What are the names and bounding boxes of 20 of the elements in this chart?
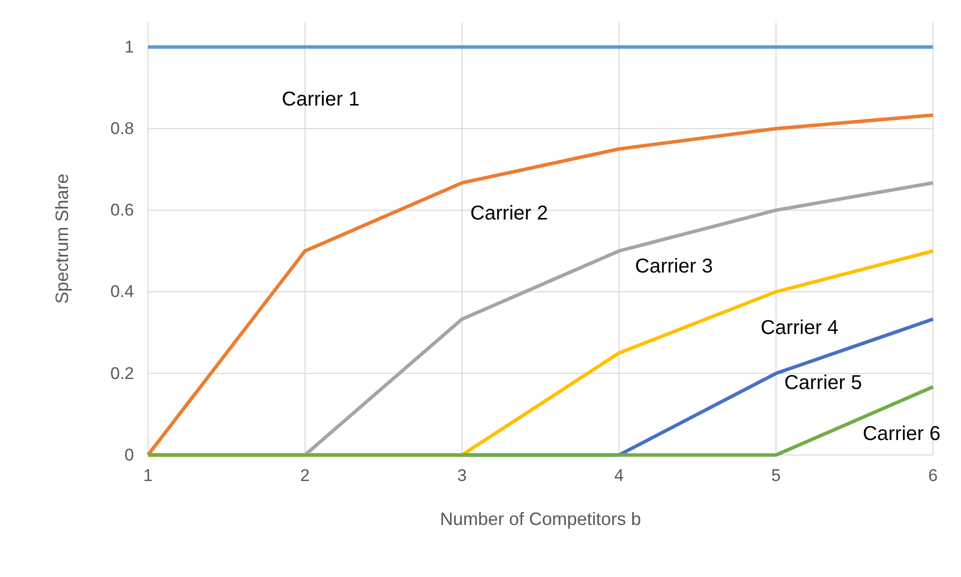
series-label: Carrier 2 bbox=[470, 202, 548, 225]
y-tick-label: 0.2 bbox=[110, 364, 134, 383]
y-tick-label: 1 bbox=[124, 37, 134, 56]
x-axis-title: Number of Competitors b bbox=[440, 509, 642, 529]
x-tick-label: 3 bbox=[457, 466, 467, 486]
y-tick-label: 0.8 bbox=[110, 119, 134, 138]
series-label: Carrier 6 bbox=[862, 422, 940, 445]
y-tick-label: 0.6 bbox=[110, 200, 134, 220]
series-label: Carrier 5 bbox=[784, 372, 862, 394]
series-label: Carrier 3 bbox=[635, 256, 713, 278]
x-tick-label: 4 bbox=[614, 466, 624, 486]
y-tick-label: 0.4 bbox=[110, 282, 134, 302]
y-tick-label: 0 bbox=[124, 445, 134, 464]
x-tick-label: 6 bbox=[928, 466, 938, 486]
x-tick-label: 2 bbox=[300, 466, 310, 486]
series-label: Carrier 4 bbox=[760, 316, 838, 339]
y-axis-title: Spectrum Share bbox=[52, 174, 72, 304]
x-tick-label: 5 bbox=[771, 466, 781, 486]
text: Carrier 1 bbox=[282, 88, 360, 110]
x-tick-label: 1 bbox=[143, 466, 153, 486]
